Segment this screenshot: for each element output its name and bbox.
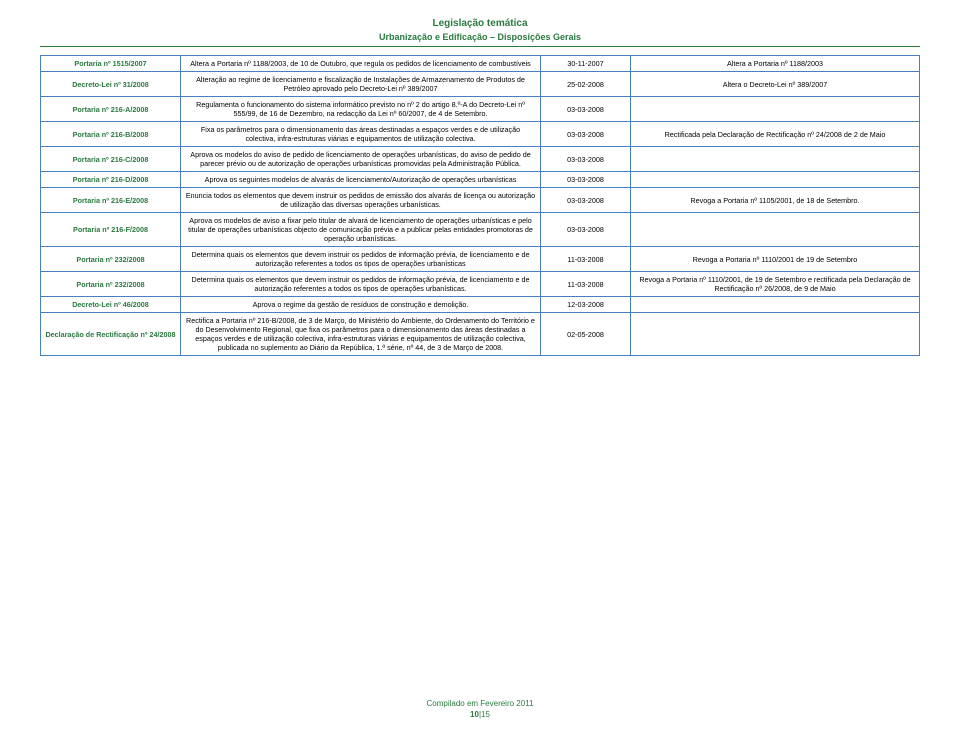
cell-description: Enuncia todos os elementos que devem ins… bbox=[181, 188, 541, 213]
page-header: Legislação temática Urbanização e Edific… bbox=[40, 18, 920, 42]
cell-reference: Decreto-Lei nº 46/2008 bbox=[41, 297, 181, 313]
cell-description: Alteração ao regime de licenciamento e f… bbox=[181, 72, 541, 97]
cell-notes: Altera o Decreto-Lei nº 389/2007 bbox=[631, 72, 920, 97]
cell-date: 12-03-2008 bbox=[541, 297, 631, 313]
footer-page: 10|15 bbox=[0, 710, 960, 719]
cell-notes: Altera a Portaria nº 1188/2003 bbox=[631, 56, 920, 72]
table-row: Portaria nº 216-C/2008Aprova os modelos … bbox=[41, 147, 920, 172]
cell-date: 03-03-2008 bbox=[541, 147, 631, 172]
cell-date: 25-02-2008 bbox=[541, 72, 631, 97]
cell-description: Rectifica a Portaria nº 216-B/2008, de 3… bbox=[181, 313, 541, 356]
cell-reference: Portaria nº 216-B/2008 bbox=[41, 122, 181, 147]
cell-description: Regulamenta o funcionamento do sistema i… bbox=[181, 97, 541, 122]
cell-reference: Portaria nº 216-F/2008 bbox=[41, 213, 181, 247]
title-main: Legislação temática bbox=[40, 18, 920, 29]
table-row: Portaria nº 216-E/2008Enuncia todos os e… bbox=[41, 188, 920, 213]
cell-notes bbox=[631, 313, 920, 356]
cell-notes: Revoga a Portaria nº 1110/2001, de 19 de… bbox=[631, 272, 920, 297]
cell-reference: Portaria nº 216-A/2008 bbox=[41, 97, 181, 122]
table-row: Decreto-Lei nº 31/2008Alteração ao regim… bbox=[41, 72, 920, 97]
cell-description: Determina quais os elementos que devem i… bbox=[181, 272, 541, 297]
cell-reference: Declaração de Rectificação nº 24/2008 bbox=[41, 313, 181, 356]
cell-date: 02-05-2008 bbox=[541, 313, 631, 356]
cell-notes bbox=[631, 172, 920, 188]
table-row: Portaria nº 216-D/2008Aprova os seguinte… bbox=[41, 172, 920, 188]
cell-date: 03-03-2008 bbox=[541, 97, 631, 122]
cell-notes: Revoga a Portaria nº 1105/2001, de 18 de… bbox=[631, 188, 920, 213]
footer-compiled: Compilado em Fevereiro 2011 bbox=[0, 699, 960, 708]
cell-reference: Portaria nº 232/2008 bbox=[41, 247, 181, 272]
cell-reference: Portaria nº 216-C/2008 bbox=[41, 147, 181, 172]
cell-reference: Decreto-Lei nº 31/2008 bbox=[41, 72, 181, 97]
cell-notes bbox=[631, 97, 920, 122]
cell-date: 30-11-2007 bbox=[541, 56, 631, 72]
cell-date: 03-03-2008 bbox=[541, 213, 631, 247]
cell-reference: Portaria nº 232/2008 bbox=[41, 272, 181, 297]
cell-notes bbox=[631, 297, 920, 313]
cell-description: Aprova os modelos do aviso de pedido de … bbox=[181, 147, 541, 172]
cell-date: 03-03-2008 bbox=[541, 172, 631, 188]
table-row: Portaria nº 216-B/2008Fixa os parâmetros… bbox=[41, 122, 920, 147]
cell-description: Determina quais os elementos que devem i… bbox=[181, 247, 541, 272]
table-row: Decreto-Lei nº 46/2008Aprova o regime da… bbox=[41, 297, 920, 313]
cell-description: Aprova os seguintes modelos de alvarás d… bbox=[181, 172, 541, 188]
header-rule bbox=[40, 46, 920, 47]
legislation-table: Portaria nº 1515/2007Altera a Portaria n… bbox=[40, 55, 920, 356]
cell-notes: Revoga a Portaria nº 1110/2001 de 19 de … bbox=[631, 247, 920, 272]
cell-reference: Portaria nº 216-E/2008 bbox=[41, 188, 181, 213]
cell-description: Aprova os modelos de aviso a fixar pelo … bbox=[181, 213, 541, 247]
title-sub: Urbanização e Edificação – Disposições G… bbox=[40, 32, 920, 42]
cell-date: 11-03-2008 bbox=[541, 272, 631, 297]
table-row: Portaria nº 1515/2007Altera a Portaria n… bbox=[41, 56, 920, 72]
table-row: Declaração de Rectificação nº 24/2008Rec… bbox=[41, 313, 920, 356]
cell-description: Altera a Portaria nº 1188/2003, de 10 de… bbox=[181, 56, 541, 72]
cell-date: 03-03-2008 bbox=[541, 122, 631, 147]
cell-description: Aprova o regime da gestão de resíduos de… bbox=[181, 297, 541, 313]
table-row: Portaria nº 216-A/2008Regulamenta o func… bbox=[41, 97, 920, 122]
page-footer: Compilado em Fevereiro 2011 10|15 bbox=[0, 699, 960, 719]
cell-date: 03-03-2008 bbox=[541, 188, 631, 213]
cell-reference: Portaria nº 216-D/2008 bbox=[41, 172, 181, 188]
cell-notes bbox=[631, 147, 920, 172]
cell-description: Fixa os parâmetros para o dimensionament… bbox=[181, 122, 541, 147]
cell-notes: Rectificada pela Declaração de Rectifica… bbox=[631, 122, 920, 147]
table-row: Portaria nº 232/2008Determina quais os e… bbox=[41, 272, 920, 297]
cell-reference: Portaria nº 1515/2007 bbox=[41, 56, 181, 72]
cell-date: 11-03-2008 bbox=[541, 247, 631, 272]
table-row: Portaria nº 216-F/2008Aprova os modelos … bbox=[41, 213, 920, 247]
page-total: 15 bbox=[481, 710, 490, 719]
table-row: Portaria nº 232/2008Determina quais os e… bbox=[41, 247, 920, 272]
cell-notes bbox=[631, 213, 920, 247]
page-current: 10 bbox=[470, 710, 479, 719]
